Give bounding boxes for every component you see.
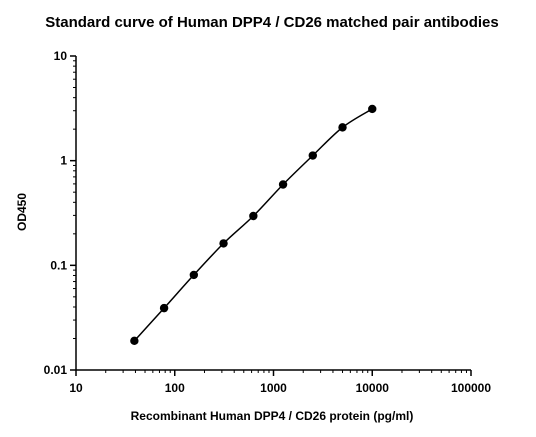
chart-title: Standard curve of Human DPP4 / CD26 matc… [45,14,498,31]
data-point [308,151,317,160]
plot-area [130,104,377,346]
data-point [249,211,258,221]
data-point [189,270,199,280]
data-point [278,180,288,189]
x-axis-label: Recombinant Human DPP4 / CD26 protein (p… [131,409,414,423]
y-tick-label: 0.1 [50,258,67,272]
x-tick-label: 100000 [451,381,491,395]
axes: 0.01 0.1 1 10 10 100 1000 10000 100000 [44,49,492,395]
y-tick-label: 1 [60,154,67,168]
y-tick-label: 0.01 [44,363,68,377]
x-tick-label: 1000 [260,381,287,395]
data-point [130,336,139,346]
y-tick-label: 10 [54,49,68,63]
x-tick-label: 10000 [356,381,390,395]
data-point [219,239,228,248]
x-tick-label: 10 [69,381,83,395]
data-point [159,303,169,313]
data-point [368,104,377,114]
fit-curve [133,108,373,342]
data-point [338,123,347,132]
y-axis-label: OD450 [15,193,29,231]
x-tick-label: 100 [165,381,185,395]
